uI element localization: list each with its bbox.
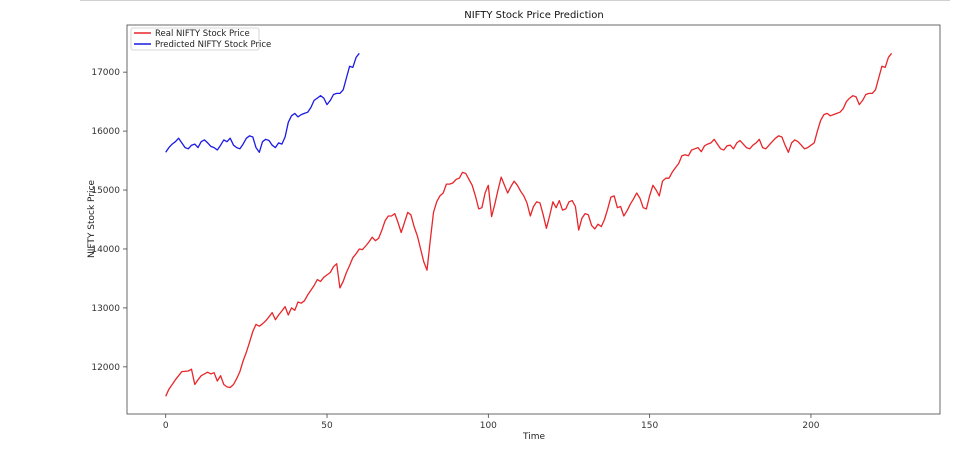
chart-title: NIFTY Stock Price Prediction [464, 10, 604, 21]
x-tick-label: 0 [163, 421, 169, 431]
y-tick-label: 16000 [91, 127, 120, 137]
x-tick-label: 150 [641, 421, 658, 431]
x-axis: 0 50 100 150 200 [163, 414, 820, 431]
series-lines [165, 52, 893, 397]
y-tick-label: 14000 [91, 245, 120, 255]
y-tick-label: 15000 [91, 186, 120, 196]
plot-frame [126, 24, 941, 415]
y-tick-label: 12000 [91, 363, 120, 373]
top-border-line [80, 0, 950, 1]
legend-label-predicted: Predicted NIFTY Stock Price [155, 40, 271, 50]
legend: Real NIFTY Stock Price Predicted NIFTY S… [130, 27, 271, 51]
x-tick-label: 50 [321, 421, 333, 431]
y-axis-label: NIFTY Stock Price [87, 180, 97, 258]
series-line-real [165, 52, 893, 397]
x-axis-label: Time [522, 432, 545, 442]
legend-box [130, 27, 260, 51]
series-line-predicted [165, 52, 360, 153]
x-tick-label: 200 [802, 421, 819, 431]
y-tick-label: 13000 [91, 304, 120, 314]
y-axis: 12000 13000 14000 15000 16000 17000 [91, 68, 127, 373]
legend-label-real: Real NIFTY Stock Price [155, 29, 250, 39]
y-tick-label: 17000 [91, 68, 120, 78]
x-tick-label: 100 [480, 421, 497, 431]
